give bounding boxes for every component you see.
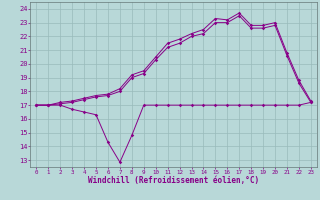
X-axis label: Windchill (Refroidissement éolien,°C): Windchill (Refroidissement éolien,°C) bbox=[88, 176, 259, 185]
